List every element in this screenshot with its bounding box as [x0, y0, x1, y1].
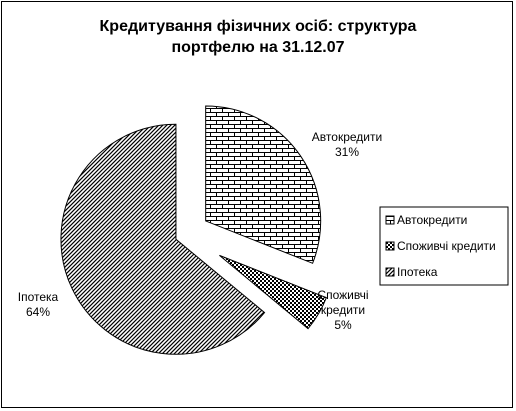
legend-box [379, 206, 509, 286]
data-label: Іпотека 64% [0, 290, 78, 320]
chart-title: Кредитування фізичних осіб: структура по… [99, 18, 417, 56]
legend-label: Іпотека [397, 265, 438, 279]
label-value: 5% [334, 318, 352, 332]
legend-swatch [385, 215, 395, 225]
legend-label: Споживчі кредити [397, 239, 496, 253]
label-category: Споживчі кредити [317, 288, 369, 317]
legend-label: Автокредити [397, 213, 467, 227]
label-value: 64% [25, 305, 51, 319]
legend-swatch [385, 241, 395, 251]
label-category: Автокредити [311, 130, 383, 144]
label-value: 31% [334, 145, 360, 159]
data-label: Автокредити 31% [307, 130, 387, 160]
pie-slice [60, 123, 266, 355]
pie-slice [219, 254, 328, 330]
label-category: Іпотека [17, 290, 59, 304]
legend-swatch [385, 267, 395, 277]
pie-slice [205, 105, 322, 264]
data-label: Споживчі кредити 5% [303, 288, 383, 333]
